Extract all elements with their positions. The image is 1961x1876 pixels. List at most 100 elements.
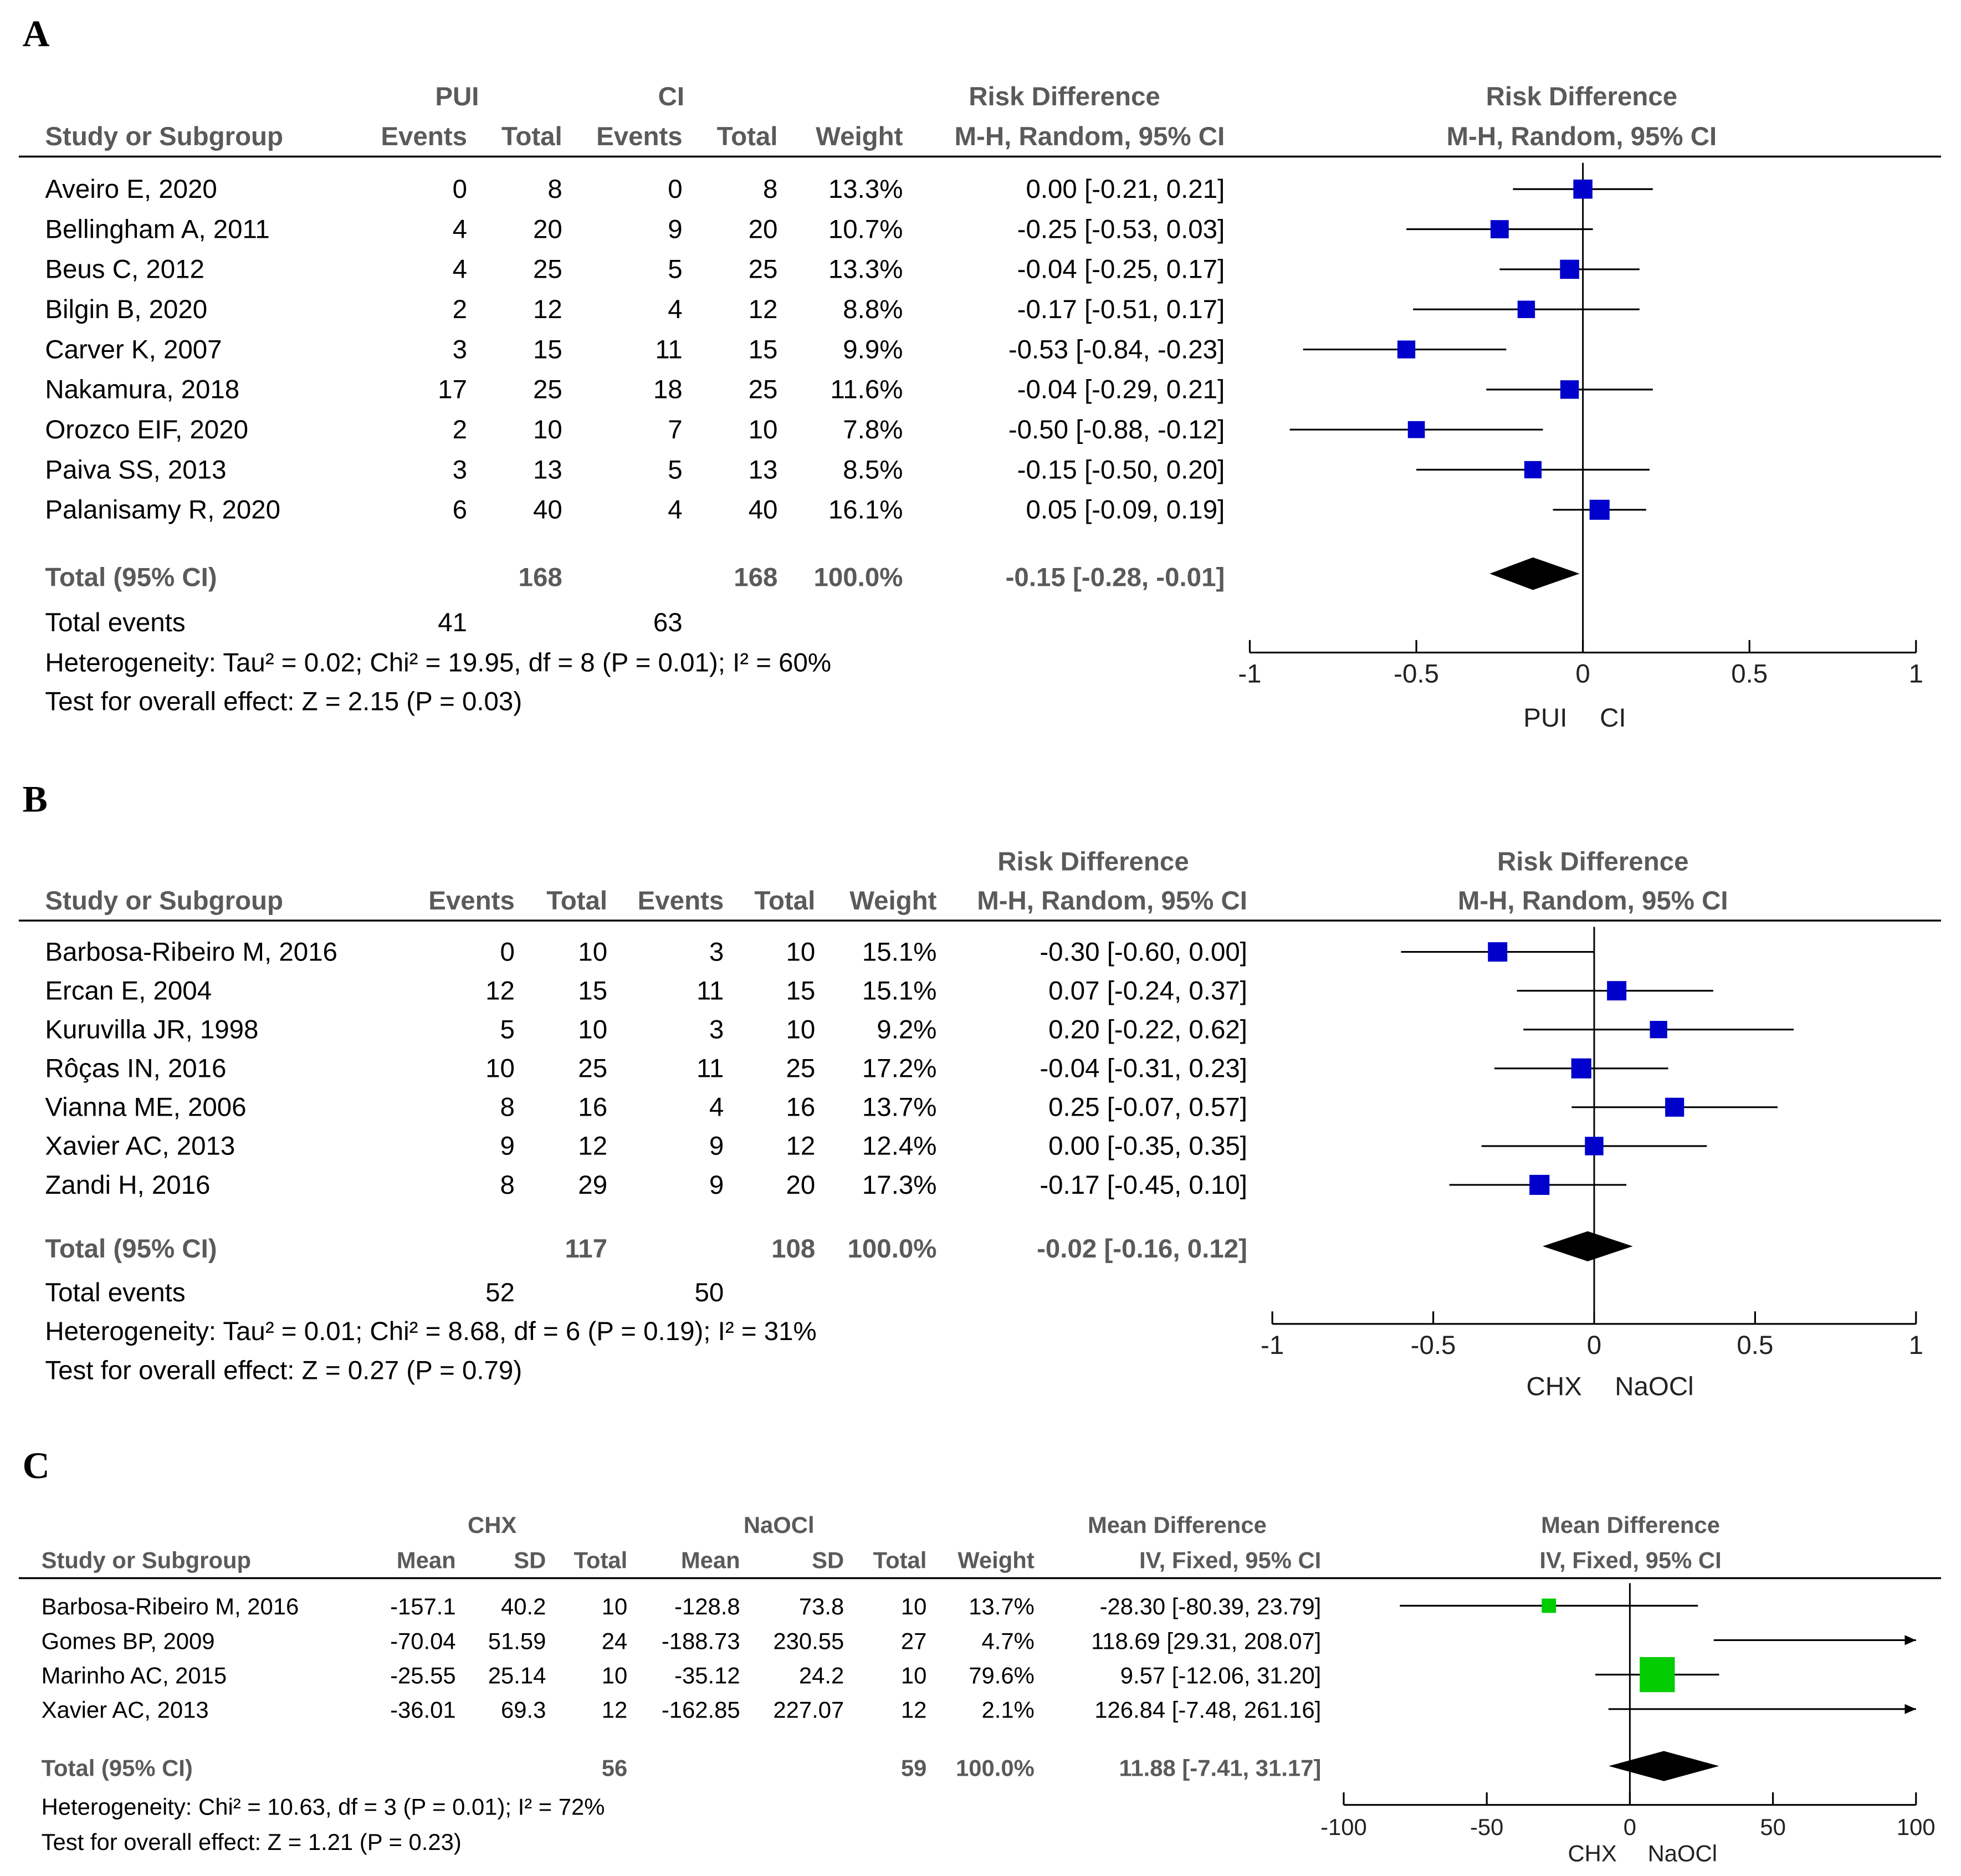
study-column-header: Study or Subgroup — [45, 122, 283, 151]
x-tick-label: -0.5 — [1411, 1331, 1456, 1360]
x-tick-label: 1 — [1909, 660, 1923, 689]
cell-t1: 40 — [533, 495, 562, 525]
panel-c: C CHX NaOCl Mean Difference Mean Differe… — [18, 1445, 1941, 1866]
cell-study: Bellingham A, 2011 — [45, 214, 269, 244]
events2-column-header: Events — [638, 886, 724, 916]
cell-t2: 12 — [786, 1132, 815, 1161]
ci-arrow — [1904, 1704, 1916, 1714]
study-column-header: Study or Subgroup — [45, 886, 283, 916]
cell-e1: 10 — [485, 1054, 515, 1083]
cell-ci-text: -0.25 [-0.53, 0.03] — [1017, 214, 1225, 244]
point-estimate — [1607, 981, 1627, 1001]
pooled-diamond — [1489, 557, 1580, 590]
cell-study: Xavier AC, 2013 — [42, 1697, 209, 1723]
cell-t1: 16 — [578, 1093, 607, 1122]
cell-weight: 16.1% — [828, 495, 903, 525]
total-ci: -0.15 [-0.28, -0.01] — [1006, 563, 1225, 592]
cell-t1: 13 — [533, 455, 562, 484]
total-label: Total (95% CI) — [45, 563, 217, 592]
cell-sd1: 51.59 — [488, 1628, 546, 1654]
x-tick-label: 0.5 — [1737, 1331, 1773, 1360]
cell-study: Barbosa-Ribeiro M, 2016 — [45, 937, 337, 967]
cell-t1: 10 — [602, 1662, 628, 1688]
cell-study: Nakamura, 2018 — [45, 375, 239, 405]
heterogeneity-text: Heterogeneity: Tau² = 0.01; Chi² = 8.68,… — [45, 1317, 816, 1346]
overall-effect-text: Test for overall effect: Z = 2.15 (P = 0… — [45, 687, 522, 716]
cell-study: Gomes BP, 2009 — [42, 1628, 215, 1654]
cell-sd1: 40.2 — [501, 1593, 546, 1619]
cell-ci-text: -0.30 [-0.60, 0.00] — [1040, 937, 1247, 967]
cell-weight: 13.7% — [862, 1093, 937, 1122]
study-rows: Aveiro E, 2020 0 8 0 8 13.3% 0.00 [-0.21, 0.21… — [45, 175, 1225, 525]
cell-weight: 15.1% — [862, 976, 937, 1005]
cell-m1: -70.04 — [390, 1628, 456, 1654]
cell-t2: 16 — [786, 1093, 815, 1122]
panel-b: B Risk Difference Risk Difference Study … — [18, 778, 1941, 1402]
sd2-column-header: SD — [812, 1547, 844, 1573]
ci-arrow — [1904, 1635, 1916, 1645]
group2-header: CI — [658, 82, 684, 111]
cell-t2: 20 — [786, 1170, 815, 1200]
cell-ci-text: 126.84 [-7.48, 261.16] — [1094, 1697, 1321, 1723]
x-tick-label: -1 — [1238, 660, 1261, 689]
cell-e1: 8 — [500, 1093, 514, 1122]
cell-ci-text: 0.20 [-0.22, 0.62] — [1048, 1015, 1247, 1045]
study-row: Paiva SS, 2013 3 13 5 13 8.5% -0.15 [-0.50, 0.… — [45, 455, 1225, 484]
panel-label: C — [23, 1445, 50, 1486]
cell-e2: 18 — [653, 375, 683, 405]
cell-t2: 8 — [763, 175, 777, 204]
point-estimate — [1560, 380, 1579, 399]
method-header: IV, Fixed, 95% CI — [1139, 1547, 1321, 1573]
cell-e2: 11 — [697, 976, 724, 1005]
cell-weight: 13.3% — [828, 175, 903, 204]
study-row: Vianna ME, 2006 8 16 4 16 13.7% 0.25 [-0.07, 0… — [45, 1093, 1247, 1122]
cell-weight: 7.8% — [843, 415, 903, 444]
point-estimate — [1589, 499, 1610, 520]
cell-e2: 7 — [668, 415, 682, 444]
cell-e1: 2 — [453, 415, 467, 444]
favours-right-label: NaOCl — [1648, 1840, 1717, 1866]
cell-study: Kuruvilla JR, 1998 — [45, 1015, 258, 1045]
x-tick-label: 50 — [1760, 1814, 1786, 1840]
panel-a: A PUI CI Risk Difference Risk Difference… — [18, 13, 1941, 733]
total-n1: 56 — [602, 1755, 628, 1781]
x-tick-label: 0 — [1587, 1331, 1601, 1360]
cell-study: Palanisamy R, 2020 — [45, 495, 280, 525]
study-column-header: Study or Subgroup — [42, 1547, 251, 1573]
cell-t2: 10 — [786, 1015, 815, 1045]
forest-plot-area: -1 -0.5 0 0.5 1 PUI CI — [1238, 162, 1923, 733]
overall-effect-text: Test for overall effect: Z = 0.27 (P = 0… — [45, 1356, 522, 1385]
cell-ci-text: 0.05 [-0.09, 0.19] — [1026, 495, 1225, 525]
cell-e1: 8 — [500, 1170, 514, 1200]
total-label: Total (95% CI) — [42, 1755, 193, 1781]
favours-left-label: CHX — [1568, 1840, 1616, 1866]
total-ci: -0.02 [-0.16, 0.12] — [1037, 1234, 1247, 1264]
total-n2: 168 — [734, 563, 777, 592]
cell-ci-text: 0.00 [-0.35, 0.35] — [1048, 1132, 1247, 1161]
favours-left-label: PUI — [1523, 703, 1567, 733]
cell-t2: 13 — [749, 455, 778, 484]
study-rows: Barbosa-Ribeiro M, 2016 -157.1 40.2 10 -128.… — [42, 1593, 1322, 1722]
favours-left-label: CHX — [1527, 1372, 1582, 1402]
cell-e2: 4 — [668, 295, 682, 324]
cell-ci-text: -0.04 [-0.29, 0.21] — [1017, 375, 1225, 405]
cell-sd2: 227.07 — [773, 1697, 844, 1723]
point-estimate — [1517, 300, 1535, 318]
cell-sd2: 24.2 — [799, 1662, 844, 1688]
cell-m2: -128.8 — [674, 1593, 740, 1619]
cell-e2: 5 — [668, 455, 682, 484]
cell-e2: 5 — [668, 255, 682, 284]
cell-e2: 9 — [709, 1170, 724, 1200]
cell-weight: 17.3% — [862, 1170, 937, 1200]
total1-column-header: Total — [501, 122, 562, 151]
cell-weight: 11.6% — [830, 375, 903, 405]
cell-weight: 8.8% — [843, 295, 903, 324]
cell-e1: 5 — [500, 1015, 514, 1045]
point-estimate — [1488, 942, 1508, 962]
cell-t1: 24 — [602, 1628, 628, 1654]
study-row: Zandi H, 2016 8 29 9 20 17.3% -0.17 [-0.45, 0.… — [45, 1170, 1247, 1200]
cell-study: Bilgin B, 2020 — [45, 295, 207, 324]
cell-e1: 2 — [453, 295, 467, 324]
plot-measure-header: Mean Difference — [1541, 1512, 1720, 1538]
